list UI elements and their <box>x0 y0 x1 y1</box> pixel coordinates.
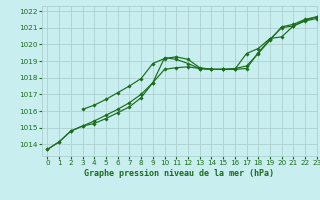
X-axis label: Graphe pression niveau de la mer (hPa): Graphe pression niveau de la mer (hPa) <box>84 169 274 178</box>
